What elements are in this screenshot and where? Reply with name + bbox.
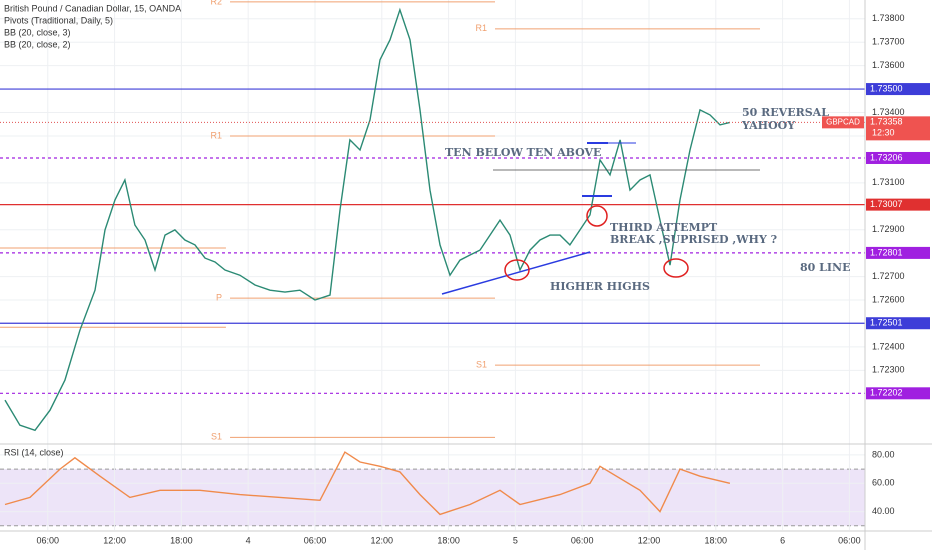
- annotation: YAHOOY: [741, 119, 795, 132]
- y-tick-label: 60.00: [872, 478, 895, 488]
- y-tick-label: 1.73400: [872, 107, 905, 117]
- pivot-label: P: [216, 293, 222, 303]
- y-tick-label: 1.72300: [872, 365, 905, 375]
- y-tick-label: 1.72400: [872, 341, 905, 351]
- x-tick-label: 12:00: [638, 535, 661, 545]
- annotation: 80 LINE: [800, 261, 850, 274]
- level-tag: [866, 151, 930, 164]
- symbol-tag: [822, 116, 864, 129]
- x-tick-label: 12:00: [371, 535, 394, 545]
- annotation: HIGHER HIGHS: [550, 280, 650, 293]
- highlight-circle: [586, 205, 608, 227]
- level-tag: [866, 317, 930, 330]
- pivot-label: S1: [211, 432, 222, 442]
- x-tick-label: 4: [246, 535, 251, 545]
- pivot-label: R1: [476, 23, 488, 33]
- chart-title: British Pound / Canadian Dollar, 15, OAN…: [4, 3, 181, 13]
- y-tick-label: 1.72600: [872, 294, 905, 304]
- x-tick-label: 06:00: [304, 535, 327, 545]
- y-tick-label: 80.00: [872, 449, 895, 459]
- last-price-tag: [866, 116, 930, 141]
- trend-line: [441, 251, 591, 295]
- rsi-band: [0, 469, 865, 526]
- x-tick-label: 18:00: [705, 535, 728, 545]
- price-line: [4, 7, 731, 432]
- y-tick-label: 1.73700: [872, 37, 905, 47]
- pivot-label: R1: [211, 130, 223, 140]
- y-tick-label: 1.73600: [872, 60, 905, 70]
- level-tag: [866, 246, 930, 259]
- level-label: 1.73007: [870, 199, 903, 209]
- x-tick-label: 06:00: [838, 535, 861, 545]
- y-tick-label: 1.73100: [872, 177, 905, 187]
- annotation: THIRD ATTEMPT: [610, 221, 718, 234]
- annotation: BREAK ,SUPRISED ,WHY ?: [610, 233, 777, 246]
- level-tag: [866, 83, 930, 96]
- y-tick-label: 1.73800: [872, 13, 905, 23]
- price-line: [4, 451, 731, 516]
- last-price-label: 1.73358: [870, 117, 903, 127]
- y-tick-label: 1.72900: [872, 224, 905, 234]
- indicator-label: Pivots (Traditional, Daily, 5): [4, 15, 113, 25]
- level-label: 1.73206: [870, 152, 903, 162]
- annotation: 50 REVERSAL: [742, 106, 829, 119]
- x-tick-label: 18:00: [170, 535, 193, 545]
- level-label: 1.73500: [870, 83, 903, 93]
- x-tick-label: 12:00: [103, 535, 126, 545]
- level-tag: [866, 198, 930, 211]
- level-label: 1.72801: [870, 247, 903, 257]
- level-tag: [866, 387, 930, 400]
- highlight-circle: [663, 258, 689, 278]
- level-label: 1.72501: [870, 318, 903, 328]
- indicator-label: BB (20, close, 3): [4, 27, 71, 37]
- level-label: 1.72202: [870, 388, 903, 398]
- x-tick-label: 06:00: [36, 535, 59, 545]
- y-tick-label: 40.00: [872, 506, 895, 516]
- pivot-label: S1: [476, 360, 487, 370]
- x-tick-label: 06:00: [571, 535, 594, 545]
- x-tick-label: 5: [513, 535, 518, 545]
- symbol-label: GBPCAD: [826, 117, 860, 126]
- x-tick-label: 18:00: [437, 535, 460, 545]
- last-time-label: 12:30: [872, 128, 895, 138]
- indicator-label: BB (20, close, 2): [4, 39, 71, 49]
- highlight-circle: [504, 259, 530, 281]
- pivot-label: R2: [211, 0, 223, 6]
- annotation: TEN BELOW TEN ABOVE: [445, 146, 601, 159]
- y-tick-label: 1.72700: [872, 271, 905, 281]
- indicator-title: RSI (14, close): [4, 447, 64, 457]
- x-tick-label: 6: [780, 535, 785, 545]
